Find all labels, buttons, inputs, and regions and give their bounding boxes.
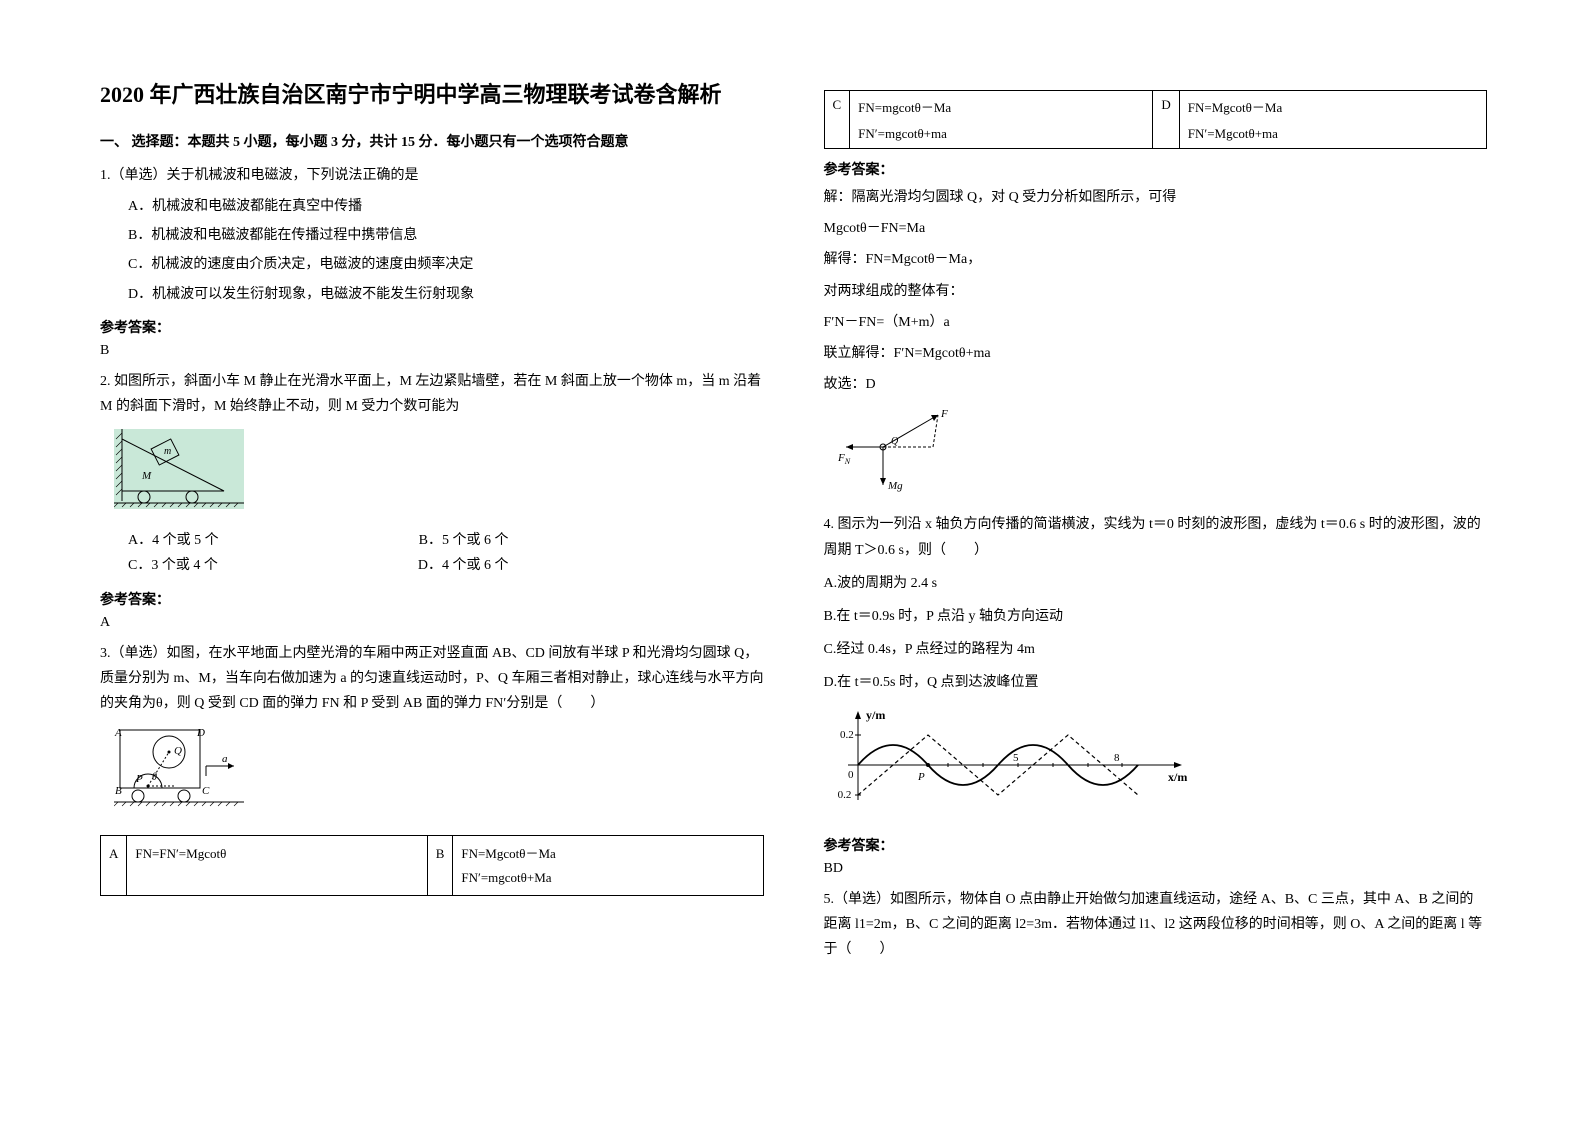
q3-sol-3: 解得：FN=Mgcotθ－Ma， [824,247,1488,272]
q2-figure: m M [114,429,764,518]
q3-option-c: FN=mgcotθ－Ma FN′=mgcotθ+ma [850,91,1153,149]
q1-answer-label: 参考答案： [100,317,764,337]
q4-wave-figure: y/m x/m 0.2 -0.2 0 P 5 8 [838,705,1488,824]
q3-sol-7: 故选：D [824,372,1488,397]
label-M-upper: M [141,470,152,482]
q1-answer: B [100,343,764,359]
label-P: P [135,773,143,785]
page-title: 2020 年广西壮族自治区南宁市宁明中学高三物理联考试卷含解析 [100,80,764,111]
q3-b-line1: FN=Mgcotθ－Ma [461,842,754,865]
sol-label-Q: Q [891,436,899,447]
q3-c-line2: FN′=mgcotθ+ma [858,126,1144,142]
label-Q: Q [174,745,182,757]
q3-option-b: FN=Mgcotθ－Ma FN′=mgcotθ+Ma [453,836,763,896]
q3-sol-5: F′N－FN=（M+m）a [824,310,1488,335]
q3-tag-d: D [1153,91,1179,149]
q2-option-d: D．4 个或 6 个 [418,553,509,578]
q3-option-table: A FN=FN′=Mgcotθ B FN=Mgcotθ－Ma FN′=mgcot… [100,835,764,896]
label-m: m [164,446,171,457]
q4-point-P: P [917,771,925,783]
q2-option-a: A．4 个或 5 个 [128,528,219,553]
q3-tag-c: C [824,91,850,149]
q3-d-line1: FN=Mgcotθ－Ma [1188,97,1478,116]
q3-sol-2: Mgcotθ－FN=Ma [824,216,1488,241]
q3-tag-a: A [101,836,127,896]
q4-option-a: A.波的周期为 2.4 s [824,571,1488,596]
q4-xtick-5: 5 [1013,752,1019,764]
q4-stem: 4. 图示为一列沿 x 轴负方向传播的简谐横波，实线为 t＝0 时刻的波形图，虚… [824,512,1488,562]
question-1: 1.（单选）关于机械波和电磁波，下列说法正确的是 A．机械波和电磁波都能在真空中… [100,163,764,307]
sol-label-Mg: Mg [887,480,903,492]
q1-option-a: A．机械波和电磁波都能在真空中传播 [128,194,764,219]
q4-option-c: C.经过 0.4s，P 点经过的路程为 4m [824,637,1488,662]
q4-option-d: D.在 t＝0.5s 时，Q 点到达波峰位置 [824,670,1488,695]
q2-answer-label: 参考答案： [100,589,764,609]
q3-option-table-cd: C FN=mgcotθ－Ma FN′=mgcotθ+ma D FN=Mgcotθ… [824,90,1488,149]
q3-stem: 3.（单选）如图，在水平地面上内壁光滑的车厢中两正对竖直面 AB、CD 间放有半… [100,641,764,717]
q2-options-row1: A．4 个或 5 个 B．5 个或 6 个 [128,528,764,553]
q4-answer-label: 参考答案： [824,835,1488,855]
q4-ylabel: y/m [866,708,885,722]
q3-sol-1: 解：隔离光滑均匀圆球 Q，对 Q 受力分析如图所示，可得 [824,185,1488,210]
q1-option-c: C．机械波的速度由介质决定，电磁波的速度由频率决定 [128,252,764,277]
label-A: A [114,727,122,739]
q4-origin: 0 [848,769,854,781]
q1-stem: 1.（单选）关于机械波和电磁波，下列说法正确的是 [100,163,764,188]
q1-option-d: D．机械波可以发生衍射现象，电磁波不能发生衍射现象 [128,282,764,307]
q4-ytick-pos: 0.2 [840,729,854,741]
q4-answer: BD [824,861,1488,877]
label-C: C [202,785,210,797]
sol-label-F: F [940,408,948,420]
q3-solution-figure: F FN Mg Q [838,407,1488,502]
q2-stem: 2. 如图所示，斜面小车 M 静止在光滑水平面上，M 左边紧贴墙壁，若在 M 斜… [100,369,764,419]
q3-d-line2: FN′=Mgcotθ+ma [1188,126,1478,142]
q3-b-line2: FN′=mgcotθ+Ma [461,866,754,889]
q3-figure: A D B C Q P θ a [114,726,764,825]
q5-stem: 5.（单选）如图所示，物体自 O 点由静止开始做匀加速直线运动，途经 A、B、C… [824,887,1488,963]
q2-option-b: B．5 个或 6 个 [419,528,509,553]
q4-option-b: B.在 t＝0.9s 时，P 点沿 y 轴负方向运动 [824,604,1488,629]
question-4: 4. 图示为一列沿 x 轴负方向传播的简谐横波，实线为 t＝0 时刻的波形图，虚… [824,512,1488,824]
q3-answer-label: 参考答案： [824,159,1488,179]
right-column: C FN=mgcotθ－Ma FN′=mgcotθ+ma D FN=Mgcotθ… [824,80,1488,1042]
q2-options-row2: C．3 个或 4 个 D．4 个或 6 个 [128,553,764,578]
q3-sol-4: 对两球组成的整体有： [824,279,1488,304]
label-theta: θ [152,772,157,783]
question-3: 3.（单选）如图，在水平地面上内壁光滑的车厢中两正对竖直面 AB、CD 间放有半… [100,641,764,897]
q3-tag-b: B [427,836,453,896]
q4-ytick-neg: -0.2 [838,789,851,801]
sol-label-FN: FN [838,452,851,466]
question-5: 5.（单选）如图所示，物体自 O 点由静止开始做匀加速直线运动，途经 A、B、C… [824,887,1488,963]
q3-sol-6: 联立解得：F′N=Mgcotθ+ma [824,341,1488,366]
q4-xtick-8: 8 [1114,752,1120,764]
question-2: 2. 如图所示，斜面小车 M 静止在光滑水平面上，M 左边紧贴墙壁，若在 M 斜… [100,369,764,579]
q3-option-d: FN=Mgcotθ－Ma FN′=Mgcotθ+ma [1179,91,1486,149]
q3-option-a: FN=FN′=Mgcotθ [127,836,427,896]
q3-c-line1: FN=mgcotθ－Ma [858,97,1144,116]
q1-options: A．机械波和电磁波都能在真空中传播 B．机械波和电磁波都能在传播过程中携带信息 … [128,194,764,307]
q4-xlabel: x/m [1168,770,1187,784]
section-heading: 一、 选择题：本题共 5 小题，每小题 3 分，共计 15 分．每小题只有一个选… [100,131,764,151]
left-column: 2020 年广西壮族自治区南宁市宁明中学高三物理联考试卷含解析 一、 选择题：本… [100,80,764,1042]
label-a: a [222,753,228,765]
q2-answer: A [100,615,764,631]
label-B: B [115,785,122,797]
label-D: D [196,727,205,739]
q2-option-c: C．3 个或 4 个 [128,553,218,578]
q1-option-b: B．机械波和电磁波都能在传播过程中携带信息 [128,223,764,248]
